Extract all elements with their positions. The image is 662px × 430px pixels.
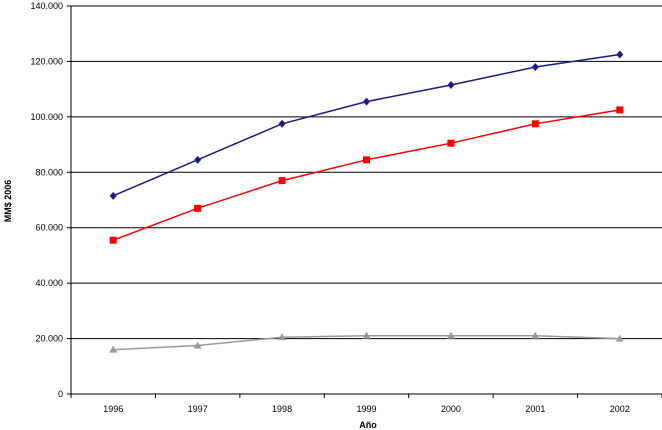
y-tick-label: 60.000	[35, 223, 63, 233]
y-tick-label: 120.000	[30, 56, 63, 66]
gridlines	[71, 5, 662, 340]
data-point	[531, 62, 539, 71]
x-tick-label: 1999	[356, 404, 376, 414]
data-point	[362, 331, 371, 339]
data-point	[194, 204, 202, 212]
data-point	[616, 50, 624, 59]
series-3	[109, 331, 624, 353]
data-point	[109, 236, 117, 244]
data-point	[278, 119, 286, 128]
data-point	[194, 155, 202, 164]
y-tick-label: 40.000	[35, 278, 63, 288]
data-point	[363, 97, 370, 106]
y-axis-ticks: 0 20.000 40.000 60.000 80.000 100.000 120.000 1…	[30, 1, 71, 399]
data-point	[531, 120, 539, 128]
x-axis-title: Año	[359, 420, 377, 430]
data-point	[616, 106, 624, 114]
y-tick-label: 80.000	[35, 167, 63, 177]
data-point	[193, 341, 202, 349]
series-group	[109, 50, 624, 353]
x-tick-label: 2002	[610, 404, 630, 414]
data-point	[109, 345, 118, 353]
data-point	[531, 331, 540, 339]
y-tick-label: 100.000	[30, 112, 63, 122]
data-point	[447, 80, 455, 89]
series-2	[109, 106, 624, 244]
series-line	[112, 109, 620, 241]
data-point	[615, 334, 624, 342]
x-tick-label: 1998	[272, 404, 292, 414]
series-line	[112, 53, 620, 197]
y-tick-label: 20.000	[35, 334, 63, 344]
x-tick-label: 2000	[441, 404, 461, 414]
y-tick-label: 140.000	[30, 1, 63, 11]
data-point	[363, 156, 370, 164]
data-point	[447, 139, 455, 147]
x-tick-label: 2001	[525, 404, 545, 414]
data-point	[278, 177, 286, 185]
data-point	[109, 191, 117, 200]
x-tick-label: 1997	[188, 404, 208, 414]
axes	[70, 6, 662, 395]
data-point	[446, 331, 455, 339]
x-tick-label: 1996	[103, 404, 123, 414]
y-axis-title: MM$ 2006	[3, 180, 13, 223]
y-tick-label: 0	[58, 389, 63, 399]
series-1	[109, 50, 624, 200]
x-axis-ticks: 1996 1997 1998 1999 2000 2001 2002	[70, 394, 662, 414]
data-point	[278, 333, 287, 341]
